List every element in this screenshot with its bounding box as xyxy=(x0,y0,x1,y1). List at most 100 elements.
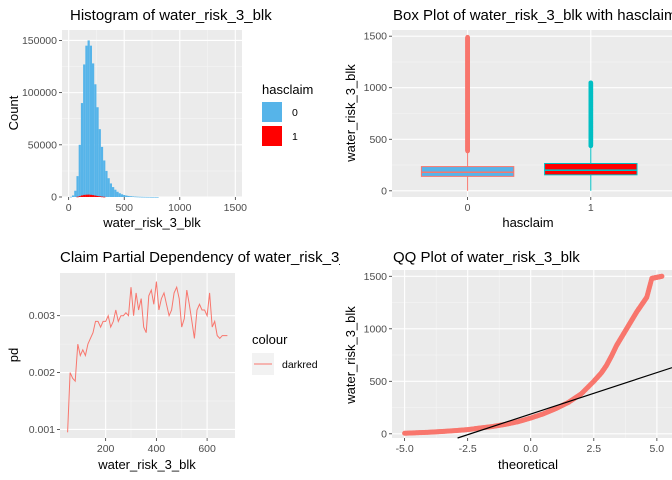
box-1 xyxy=(544,162,638,176)
histogram-bar-0 xyxy=(100,146,104,197)
box-plot-y-tick-label: 0 xyxy=(381,185,387,197)
histogram-bar-1 xyxy=(78,196,81,197)
pd-legend-title: colour xyxy=(252,332,288,347)
box-plot-y-tick-label: 1000 xyxy=(364,82,388,94)
partial-dependency-y-tick-label: 0.003 xyxy=(29,310,55,322)
histogram-bar-0 xyxy=(109,183,112,197)
histogram-bar-0 xyxy=(96,107,99,197)
partial-dependency-x-tick-label: 400 xyxy=(148,443,166,455)
histogram-bar-1 xyxy=(87,194,90,197)
legend-label-1: 1 xyxy=(292,131,298,143)
qq-plot-y-tick-label: 1500 xyxy=(364,271,388,283)
qq-plot-x-tick-label: -2.5 xyxy=(459,443,477,455)
qq-plot-x-tick-label: 5.0 xyxy=(650,443,665,455)
histogram-bar-0 xyxy=(143,196,146,198)
partial-dependency-chart: Claim Partial Dependency of water_risk_3… xyxy=(6,249,367,472)
qq-plot-chart: QQ Plot of water_risk_3_blk -5.0 -2.5 0.0 2… xyxy=(343,249,672,472)
qq-plot-panel xyxy=(392,270,672,438)
legend-label-0: 0 xyxy=(292,107,298,119)
qq-plot-y-tick-label: 1000 xyxy=(364,323,388,335)
histogram-bar-0 xyxy=(149,196,152,198)
histogram-bar-1 xyxy=(89,194,92,197)
histogram-bar-0 xyxy=(152,196,155,198)
histogram-bar-0 xyxy=(132,196,135,198)
histogram-bar-0 xyxy=(94,84,97,197)
histogram-bar-1 xyxy=(80,195,84,197)
histogram-bar-0 xyxy=(72,195,75,197)
histogram-bar-0 xyxy=(140,196,144,198)
partial-dependency-y-tick-label: 0.002 xyxy=(29,367,55,379)
partial-dependency-panel xyxy=(60,273,235,438)
histogram-chart: Histogram of water_risk_3_blk 0 500 1000 15… xyxy=(6,7,313,230)
qq-plot-x-axis-title: theoretical xyxy=(498,457,558,472)
histogram-bar-0 xyxy=(76,176,79,197)
qq-plot-y-axis-title: water_risk_3_blk xyxy=(343,306,358,405)
box-outlier-0 xyxy=(465,34,470,40)
box-plot-title: Box Plot of water_risk_3_blk with hascla… xyxy=(393,7,672,24)
box-plot-x-tick-label: 0 xyxy=(465,202,471,214)
partial-dependency-title: Claim Partial Dependency of water_risk_3… xyxy=(60,249,367,266)
qq-plot-y-tick-label: 500 xyxy=(369,376,387,388)
partial-dependency-legend: colour darkred xyxy=(252,332,318,375)
histogram-bar-0 xyxy=(154,196,157,198)
histogram-bar-0 xyxy=(112,187,115,197)
partial-dependency-y-tick-label: 0.001 xyxy=(29,424,55,436)
histogram-x-axis-title: water_risk_3_blk xyxy=(102,215,201,230)
histogram-bar-0 xyxy=(85,45,88,197)
histogram-bar-0 xyxy=(138,196,141,198)
histogram-bar-0 xyxy=(118,193,121,197)
legend-key-0 xyxy=(262,102,282,122)
histogram-bar-0 xyxy=(74,190,77,197)
histogram-bar-0 xyxy=(87,40,90,197)
histogram-bar-0 xyxy=(145,196,148,198)
qq-plot-x-tick-label: -5.0 xyxy=(396,443,414,455)
histogram-y-tick-label: 0 xyxy=(51,192,57,204)
histogram-bar-0 xyxy=(129,196,132,197)
box-plot-chart: Box Plot of water_risk_3_blk with hascla… xyxy=(343,7,672,230)
histogram-bar-0 xyxy=(69,196,72,198)
qq-reference-line xyxy=(457,367,672,439)
qq-point xyxy=(659,273,665,279)
histogram-bar-1 xyxy=(92,195,95,197)
box-plot-y-axis-title: water_risk_3_blk xyxy=(343,64,358,163)
histogram-bar-1 xyxy=(76,196,79,198)
histogram-bar-0 xyxy=(92,63,95,198)
pd-series-line xyxy=(67,281,228,433)
partial-dependency-x-tick-label: 600 xyxy=(198,443,216,455)
box-plot-y-tick-label: 500 xyxy=(369,134,387,146)
histogram-bar-0 xyxy=(156,196,159,198)
histogram-title: Histogram of water_risk_3_blk xyxy=(70,7,272,24)
histogram-bar-0 xyxy=(125,195,128,197)
histogram-x-tick-label: 1000 xyxy=(168,202,192,214)
qq-plot-x-tick-label: 2.5 xyxy=(586,443,601,455)
histogram-bar-0 xyxy=(134,196,137,198)
histogram-bar-1 xyxy=(85,194,88,197)
histogram-y-tick-label: 50000 xyxy=(28,139,57,151)
histogram-legend-title: hasclaim xyxy=(262,82,313,97)
box-outlier-1 xyxy=(588,80,594,86)
histogram-bar-1 xyxy=(98,196,101,197)
histogram-bar-0 xyxy=(127,195,130,197)
histogram-bar-0 xyxy=(83,64,86,197)
pd-legend-label: darkred xyxy=(282,359,318,371)
legend-key-1 xyxy=(262,126,282,146)
histogram-x-tick-label: 500 xyxy=(115,202,133,214)
partial-dependency-y-axis-title: pd xyxy=(6,348,21,362)
histogram-bar-0 xyxy=(147,196,150,198)
histogram-bar-0 xyxy=(107,178,110,197)
qq-plot-x-tick-label: 0.0 xyxy=(523,443,538,455)
histogram-bar-0 xyxy=(136,196,139,198)
qq-plot-y-tick-label: 0 xyxy=(381,428,387,440)
box-plot-boxes xyxy=(420,34,638,191)
histogram-bar-1 xyxy=(103,196,106,198)
histogram-y-axis-title: Count xyxy=(6,95,21,130)
histogram-bar-0 xyxy=(123,195,126,197)
histogram-x-tick-label: 0 xyxy=(66,202,72,214)
histogram-y-tick-label: 100000 xyxy=(22,87,57,99)
histogram-legend: hasclaim 0 1 xyxy=(262,82,313,146)
histogram-x-tick-label: 1500 xyxy=(224,202,248,214)
qq-plot-title: QQ Plot of water_risk_3_blk xyxy=(393,249,580,266)
histogram-bars xyxy=(69,40,159,198)
histogram-bar-0 xyxy=(78,144,81,197)
